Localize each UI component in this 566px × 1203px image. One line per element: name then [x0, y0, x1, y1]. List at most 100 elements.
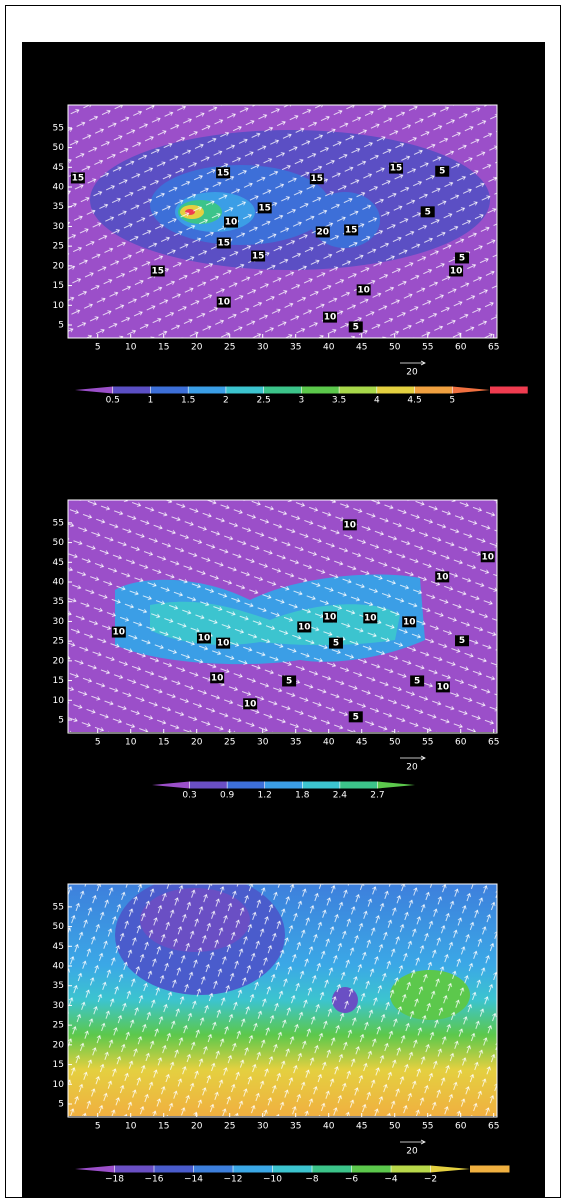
field-2	[68, 500, 497, 732]
x-tick-label: 40	[323, 343, 335, 353]
y-tick-label: 30	[53, 617, 65, 627]
contour-label-box	[435, 165, 450, 177]
x-tick-label: 20	[191, 1122, 203, 1132]
colorbar-label: 3	[298, 396, 304, 406]
contour-label: 15	[390, 164, 403, 174]
vector-reference-head	[420, 360, 426, 366]
contour-label-box	[402, 616, 417, 628]
y-tick-label: 55	[53, 902, 64, 912]
contour-label-box	[356, 284, 371, 296]
contour-label-box	[251, 250, 266, 262]
x-tick-label: 50	[389, 738, 401, 748]
contour-label: 10	[198, 633, 211, 643]
x-tick-label: 45	[356, 738, 367, 748]
colorbar-segment	[339, 386, 377, 394]
colorbar-label: −10	[263, 1175, 282, 1185]
contour-label: 10	[403, 617, 416, 627]
contour-label-box	[150, 265, 165, 277]
contour-label-box	[323, 311, 338, 323]
x-tick-label: 40	[323, 738, 335, 748]
contour-label-box	[315, 226, 330, 238]
contour-label: 5	[286, 676, 292, 686]
contour-label-box	[435, 681, 450, 693]
y-tick-label: 25	[53, 1021, 64, 1031]
colorbar-segment	[302, 781, 340, 789]
y-tick-label: 55	[53, 518, 64, 528]
contour-label: 15	[217, 238, 230, 248]
colorbar-label: 1.2	[258, 791, 272, 801]
y-tick-label: 45	[53, 558, 64, 568]
contour-label: 15	[311, 174, 324, 184]
colorbar-label: 0.3	[182, 791, 196, 801]
contour-label-box	[342, 519, 357, 531]
colorbar-label: −16	[145, 1175, 164, 1185]
contour-label: 15	[72, 173, 85, 183]
colorbar-label: 2.5	[256, 396, 270, 406]
x-tick-label: 25	[224, 738, 235, 748]
contour-label-box	[216, 167, 231, 179]
contour-label-box	[348, 321, 363, 333]
y-tick-label: 55	[53, 123, 64, 133]
x-tick-label: 30	[257, 343, 269, 353]
contour-label-box	[243, 698, 258, 710]
x-tick-label: 60	[455, 738, 467, 748]
y-tick-label: 40	[53, 962, 65, 972]
x-tick-label: 55	[422, 1122, 433, 1132]
contour-label: 15	[345, 225, 358, 235]
contour-label-box	[410, 675, 425, 687]
x-tick-label: 65	[488, 1122, 499, 1132]
colorbar-label: −2	[424, 1175, 437, 1185]
x-tick-label: 30	[257, 738, 269, 748]
contour-label-box	[216, 237, 231, 249]
colorbar-segment	[490, 386, 528, 394]
contour-label-box	[282, 675, 297, 687]
colorbar-label: 2	[223, 396, 229, 406]
contour-label-box	[216, 296, 231, 308]
x-tick-label: 25	[224, 1122, 235, 1132]
x-tick-label: 10	[125, 343, 137, 353]
colorbar-segment	[301, 386, 340, 394]
contour-label: 10	[437, 682, 450, 692]
colorbar-segment	[351, 1165, 391, 1173]
colorbar-segment	[272, 1165, 312, 1173]
contour-label-box	[344, 224, 359, 236]
x-tick-label: 30	[257, 1122, 269, 1132]
contour-label: 10	[298, 622, 311, 632]
contour-label: 10	[211, 673, 224, 683]
contour-label-box	[420, 206, 435, 218]
contour-label: 5	[353, 322, 359, 332]
y-tick-label: 50	[53, 538, 65, 548]
x-tick-label: 10	[125, 1122, 137, 1132]
y-tick-label: 25	[53, 242, 64, 252]
x-tick-label: 25	[224, 343, 235, 353]
x-tick-label: 60	[455, 1122, 467, 1132]
x-tick-label: 50	[389, 343, 401, 353]
contour-label-box	[70, 172, 85, 184]
x-tick-label: 35	[290, 343, 301, 353]
plot-frame	[67, 499, 498, 734]
colorbar-segment	[452, 386, 490, 394]
contour-label: 10	[225, 218, 238, 228]
colorbar-label: 4.5	[407, 396, 421, 406]
contour-label: 15	[217, 168, 230, 178]
contour-label: 5	[414, 676, 420, 686]
contour-label-box	[455, 252, 470, 264]
y-tick-label: 5	[58, 1099, 64, 1109]
contour-label-box	[216, 637, 231, 649]
y-tick-label: 50	[53, 143, 65, 153]
contour-label-box	[224, 216, 239, 228]
y-tick-label: 15	[53, 676, 64, 686]
x-tick-label: 55	[422, 343, 433, 353]
colorbar-label: 2.7	[370, 791, 384, 801]
contour-label-box	[196, 632, 211, 644]
contour-label: 10	[324, 313, 337, 323]
colorbar-segment	[414, 386, 453, 394]
contour-label-box	[389, 162, 404, 174]
contour-label: 5	[333, 639, 339, 649]
y-tick-label: 10	[53, 1080, 65, 1090]
contour-label-box	[328, 637, 343, 649]
vector-reference-head	[420, 755, 426, 761]
contour-label: 20	[316, 227, 329, 237]
colorbar-segment	[227, 781, 265, 789]
